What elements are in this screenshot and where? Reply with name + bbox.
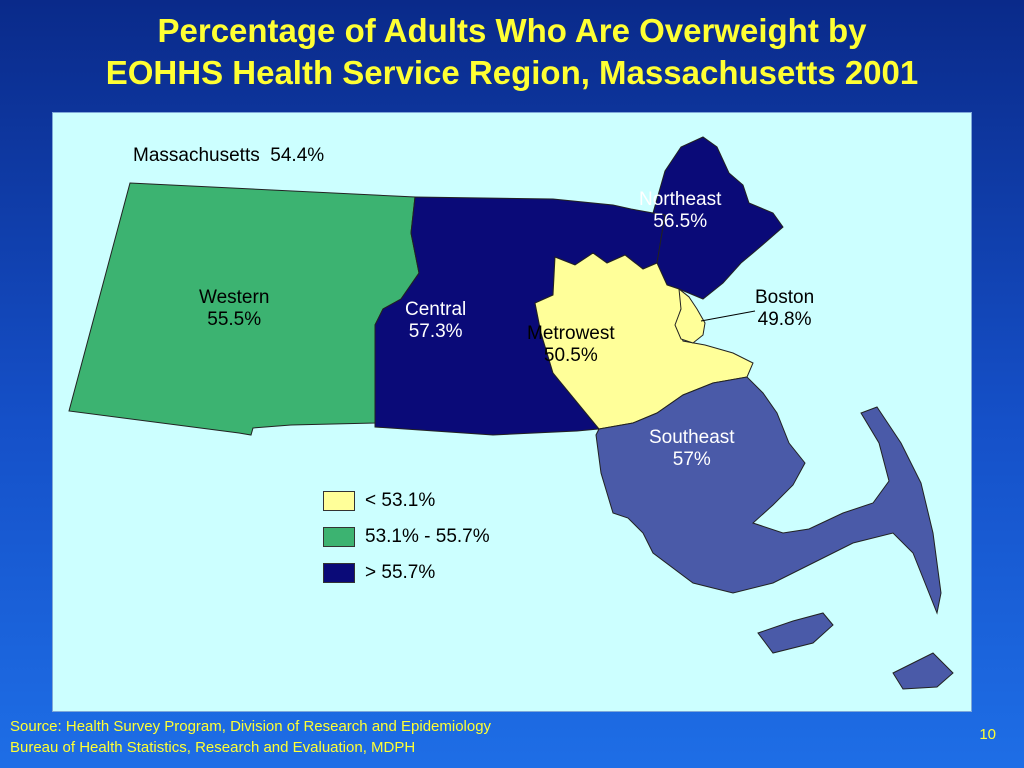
legend-label-high: > 55.7%: [365, 562, 436, 583]
legend-swatch-mid: [323, 527, 355, 547]
source-line-1: Source: Health Survey Program, Division …: [10, 718, 492, 735]
legend-swatch-high: [323, 563, 355, 583]
title-line-1: Percentage of Adults Who Are Overweight …: [157, 12, 867, 49]
legend-label-mid: 53.1% - 55.7%: [365, 526, 490, 547]
western-name: Western: [199, 287, 270, 308]
southeast-value: 57%: [672, 449, 711, 470]
state-value: 54.4%: [270, 145, 325, 166]
massachusetts-map: [68, 136, 954, 690]
label-southeast: Southeast 57%: [649, 427, 735, 471]
northeast-value: 56.5%: [653, 211, 708, 232]
western-value: 55.5%: [207, 309, 262, 330]
page-number: 10: [979, 726, 996, 743]
slide-title: Percentage of Adults Who Are Overweight …: [0, 10, 1024, 94]
central-name: Central: [405, 299, 467, 320]
northeast-name: Northeast: [639, 189, 722, 210]
legend: < 53.1% 53.1% - 55.7% > 55.7%: [323, 483, 490, 591]
label-northeast: Northeast 56.5%: [639, 189, 721, 233]
region-metrowest[interactable]: [534, 252, 754, 430]
island-nantucket: [892, 652, 954, 690]
state-summary: Massachusetts 54.4%: [133, 145, 324, 167]
central-value: 57.3%: [408, 321, 463, 342]
region-southeast[interactable]: [595, 376, 942, 615]
metrowest-name: Metrowest: [527, 323, 615, 344]
legend-item-mid: 53.1% - 55.7%: [323, 519, 490, 555]
boston-value: 49.8%: [757, 309, 812, 330]
label-boston: Boston 49.8%: [755, 287, 814, 331]
legend-swatch-low: [323, 491, 355, 511]
title-line-2: EOHHS Health Service Region, Massachuset…: [105, 54, 919, 91]
legend-item-high: > 55.7%: [323, 555, 490, 591]
source-line-2: Bureau of Health Statistics, Research an…: [10, 739, 416, 756]
metrowest-value: 50.5%: [543, 345, 598, 366]
southeast-name: Southeast: [649, 427, 735, 448]
boston-name: Boston: [755, 287, 815, 308]
map-panel: Massachusetts 54.4% Western 55.5% Centra…: [52, 112, 972, 712]
boston-leader-line: [700, 310, 756, 322]
legend-item-low: < 53.1%: [323, 483, 490, 519]
island-marthas-vineyard: [757, 612, 834, 654]
label-western: Western 55.5%: [199, 287, 269, 331]
region-boston[interactable]: [674, 287, 706, 344]
state-label: Massachusetts: [133, 145, 260, 166]
label-metrowest: Metrowest 50.5%: [527, 323, 615, 367]
legend-label-low: < 53.1%: [365, 490, 436, 511]
source-note: Source: Health Survey Program, Division …: [10, 716, 491, 758]
label-central: Central 57.3%: [405, 299, 466, 343]
